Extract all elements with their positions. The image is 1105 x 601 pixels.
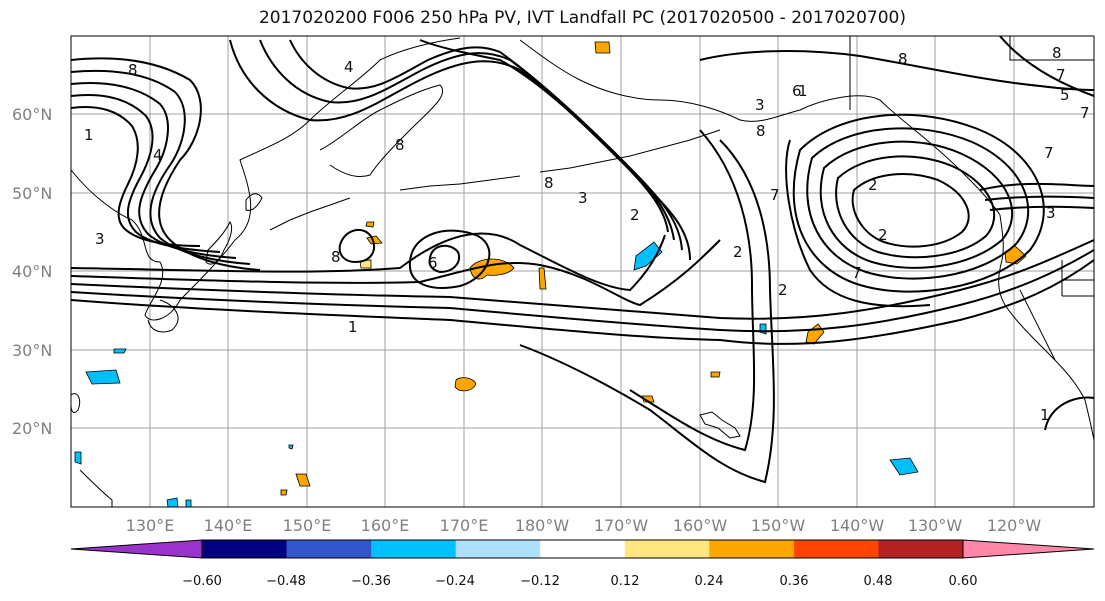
contour-label: 2 [778, 281, 788, 299]
negative-patch [889, 457, 919, 476]
colorbar-tick-label: −0.36 [351, 574, 391, 589]
colorbar-ticks: −0.60 −0.48 −0.36 −0.24 −0.12 0.12 0.24 … [182, 574, 977, 589]
negative-patch [85, 369, 121, 385]
colorbar-tick-label: −0.12 [520, 574, 560, 589]
map-frame [70, 35, 1095, 508]
contour-label: 8 [331, 248, 341, 266]
contour-label: 2 [630, 206, 640, 224]
lat-label: 20°N [12, 419, 52, 438]
lat-label: 40°N [12, 262, 52, 281]
colorbar-tick-label: 0.60 [949, 574, 978, 589]
map-title: 2017020200 F006 250 hPa PV, IVT Landfall… [258, 8, 906, 28]
lon-label: 170°E [440, 516, 489, 535]
positive-patch [366, 235, 383, 245]
contour-label: 8 [128, 61, 138, 79]
lon-label: 160°W [673, 516, 728, 535]
lat-label: 50°N [12, 184, 52, 203]
contour-label: 8 [756, 122, 766, 140]
negative-patch [113, 348, 127, 354]
negative-patch [288, 444, 294, 450]
contour-label: 1 [1040, 406, 1050, 424]
contour-label: 8 [1052, 44, 1062, 62]
colorbar-segment [793, 540, 879, 558]
contour-label: 1 [348, 318, 358, 336]
contour-label: 3 [755, 96, 765, 114]
colorbar-tick-label: −0.48 [266, 574, 306, 589]
contour-label: 2 [733, 243, 743, 261]
positive-patch [594, 41, 611, 54]
colorbar-segment [540, 540, 626, 558]
positive-patch [295, 473, 311, 487]
lon-label: 150°E [283, 516, 332, 535]
colorbar-segment [624, 540, 710, 558]
coastlines [71, 36, 1094, 507]
colorbar-tick-label: 0.48 [864, 574, 893, 589]
colorbar-segment [455, 540, 541, 558]
positive-patch [365, 221, 375, 228]
contour-label: 6 [792, 82, 802, 100]
colorbar-tick-label: 0.24 [695, 574, 724, 589]
contour-label: 2 [878, 226, 888, 244]
positive-patch [538, 267, 547, 290]
lon-label: 160°E [361, 516, 410, 535]
lon-label: 130°W [908, 516, 963, 535]
colorbar-segments [71, 540, 1094, 558]
colorbar-segment [709, 540, 795, 558]
contour-label: 6 [428, 254, 438, 272]
contour-label: 7 [770, 186, 780, 204]
contour-label: 7 [1044, 144, 1054, 162]
colorbar-extend-high [963, 540, 1094, 558]
colorbar-segment [878, 540, 964, 558]
contour-label: 7 [1080, 104, 1090, 122]
contour-label: 4 [153, 146, 163, 164]
contour-label: 7 [852, 264, 862, 282]
latitude-labels: 60°N 50°N 40°N 30°N 20°N [12, 105, 52, 438]
lon-label: 180°W [515, 516, 570, 535]
contour-label: 1 [84, 126, 94, 144]
positive-patch [454, 377, 477, 392]
colorbar-segment [202, 540, 288, 558]
colorbar-outline [201, 539, 964, 559]
lat-label: 30°N [12, 341, 52, 360]
contour-labels: 8 4 1 4 3 8 8 8 3 2 6 1 2 2 7 8 6 7 7 7 … [84, 44, 1090, 424]
colorbar-tick-label: 0.36 [780, 574, 809, 589]
colorbar-tick-label: 0.12 [611, 574, 640, 589]
lon-label: 140°W [830, 516, 885, 535]
lat-label: 60°N [12, 105, 52, 124]
pv-contours [71, 36, 1094, 484]
contour-label: 1 [798, 82, 808, 100]
contour-label: 8 [544, 174, 554, 192]
lon-label: 120°W [987, 516, 1042, 535]
negative-patch [166, 497, 179, 507]
positive-patch [280, 489, 288, 496]
negative-patch [185, 499, 192, 507]
contour-label: 4 [344, 58, 354, 76]
lon-label: 170°W [594, 516, 649, 535]
longitude-labels: 130°E 140°E 150°E 160°E 170°E 180°W 170°… [126, 516, 1042, 535]
contour-label: 5 [1060, 86, 1070, 104]
contour-label: 3 [95, 230, 105, 248]
colorbar-tick-label: −0.60 [182, 574, 222, 589]
colorbar-segment [371, 540, 457, 558]
contour-label: 3 [578, 189, 588, 207]
lon-label: 140°E [204, 516, 253, 535]
contour-label: 3 [1046, 204, 1056, 222]
lon-label: 150°W [751, 516, 806, 535]
negative-patch [74, 451, 82, 465]
contour-label: 8 [898, 50, 908, 68]
contour-label: 7 [1056, 66, 1066, 84]
positive-patch [710, 371, 721, 378]
colorbar: −0.60 −0.48 −0.36 −0.24 −0.12 0.12 0.24 … [70, 539, 1095, 589]
contour-label: 2 [868, 176, 878, 194]
colorbar-segment [286, 540, 372, 558]
lon-label: 130°E [126, 516, 175, 535]
contour-label: 8 [395, 136, 405, 154]
negative-patch [759, 323, 767, 335]
colorbar-extend-low [71, 540, 202, 558]
colorbar-tick-label: −0.24 [435, 574, 475, 589]
